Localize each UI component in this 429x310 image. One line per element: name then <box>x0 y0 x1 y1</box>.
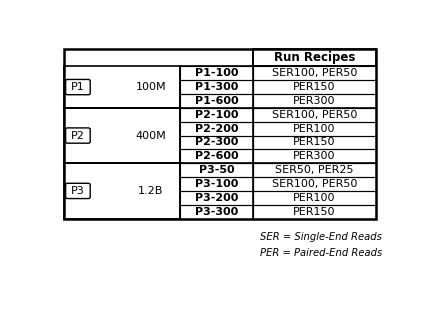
Text: PER150: PER150 <box>293 82 336 92</box>
Bar <box>180 108 253 122</box>
Bar <box>180 135 253 149</box>
Text: P3-300: P3-300 <box>195 207 238 217</box>
Text: SER100, PER50: SER100, PER50 <box>272 68 357 78</box>
Text: PER300: PER300 <box>293 96 336 106</box>
Text: PER300: PER300 <box>293 151 336 161</box>
Text: P3-100: P3-100 <box>195 179 238 189</box>
Text: P3: P3 <box>71 186 85 196</box>
Text: P3-50: P3-50 <box>199 165 234 175</box>
Bar <box>63 163 180 219</box>
Bar <box>180 177 253 191</box>
Bar <box>253 135 376 149</box>
Text: 100M: 100M <box>136 82 166 92</box>
Text: SER = Single-End Reads: SER = Single-End Reads <box>260 232 382 241</box>
Bar <box>253 94 376 108</box>
Text: P2: P2 <box>71 131 85 140</box>
Text: P2-100: P2-100 <box>195 110 238 120</box>
Bar <box>180 122 253 135</box>
Bar <box>180 149 253 163</box>
Bar <box>253 108 376 122</box>
Bar <box>253 177 376 191</box>
FancyBboxPatch shape <box>66 128 90 143</box>
Text: SER100, PER50: SER100, PER50 <box>272 179 357 189</box>
Bar <box>180 80 253 94</box>
Bar <box>63 108 180 163</box>
FancyBboxPatch shape <box>66 79 90 95</box>
Text: SER100, PER50: SER100, PER50 <box>272 110 357 120</box>
Text: 1.2B: 1.2B <box>138 186 163 196</box>
Text: P2-300: P2-300 <box>195 137 238 148</box>
Text: 400M: 400M <box>136 131 166 140</box>
Text: P1: P1 <box>71 82 85 92</box>
Text: PER150: PER150 <box>293 207 336 217</box>
Bar <box>180 191 253 205</box>
Text: Run Recipes: Run Recipes <box>274 51 355 64</box>
Bar <box>180 66 253 80</box>
Bar <box>63 66 180 108</box>
Text: PER100: PER100 <box>293 124 336 134</box>
Bar <box>253 149 376 163</box>
Bar <box>253 205 376 219</box>
Bar <box>253 66 376 80</box>
Bar <box>253 49 376 66</box>
Bar <box>253 163 376 177</box>
Text: P2-600: P2-600 <box>195 151 239 161</box>
Text: P2-200: P2-200 <box>195 124 238 134</box>
Text: PER = Paired-End Reads: PER = Paired-End Reads <box>260 248 382 258</box>
Text: P1-300: P1-300 <box>195 82 238 92</box>
Text: SER50, PER25: SER50, PER25 <box>275 165 354 175</box>
Bar <box>180 163 253 177</box>
Text: P1-600: P1-600 <box>195 96 239 106</box>
Bar <box>63 49 376 219</box>
Text: P1-100: P1-100 <box>195 68 238 78</box>
Bar <box>253 191 376 205</box>
Bar <box>253 80 376 94</box>
Text: P3-200: P3-200 <box>195 193 238 203</box>
Bar <box>180 205 253 219</box>
Text: PER100: PER100 <box>293 193 336 203</box>
FancyBboxPatch shape <box>66 183 90 199</box>
Bar <box>253 122 376 135</box>
Text: PER150: PER150 <box>293 137 336 148</box>
Bar <box>180 94 253 108</box>
